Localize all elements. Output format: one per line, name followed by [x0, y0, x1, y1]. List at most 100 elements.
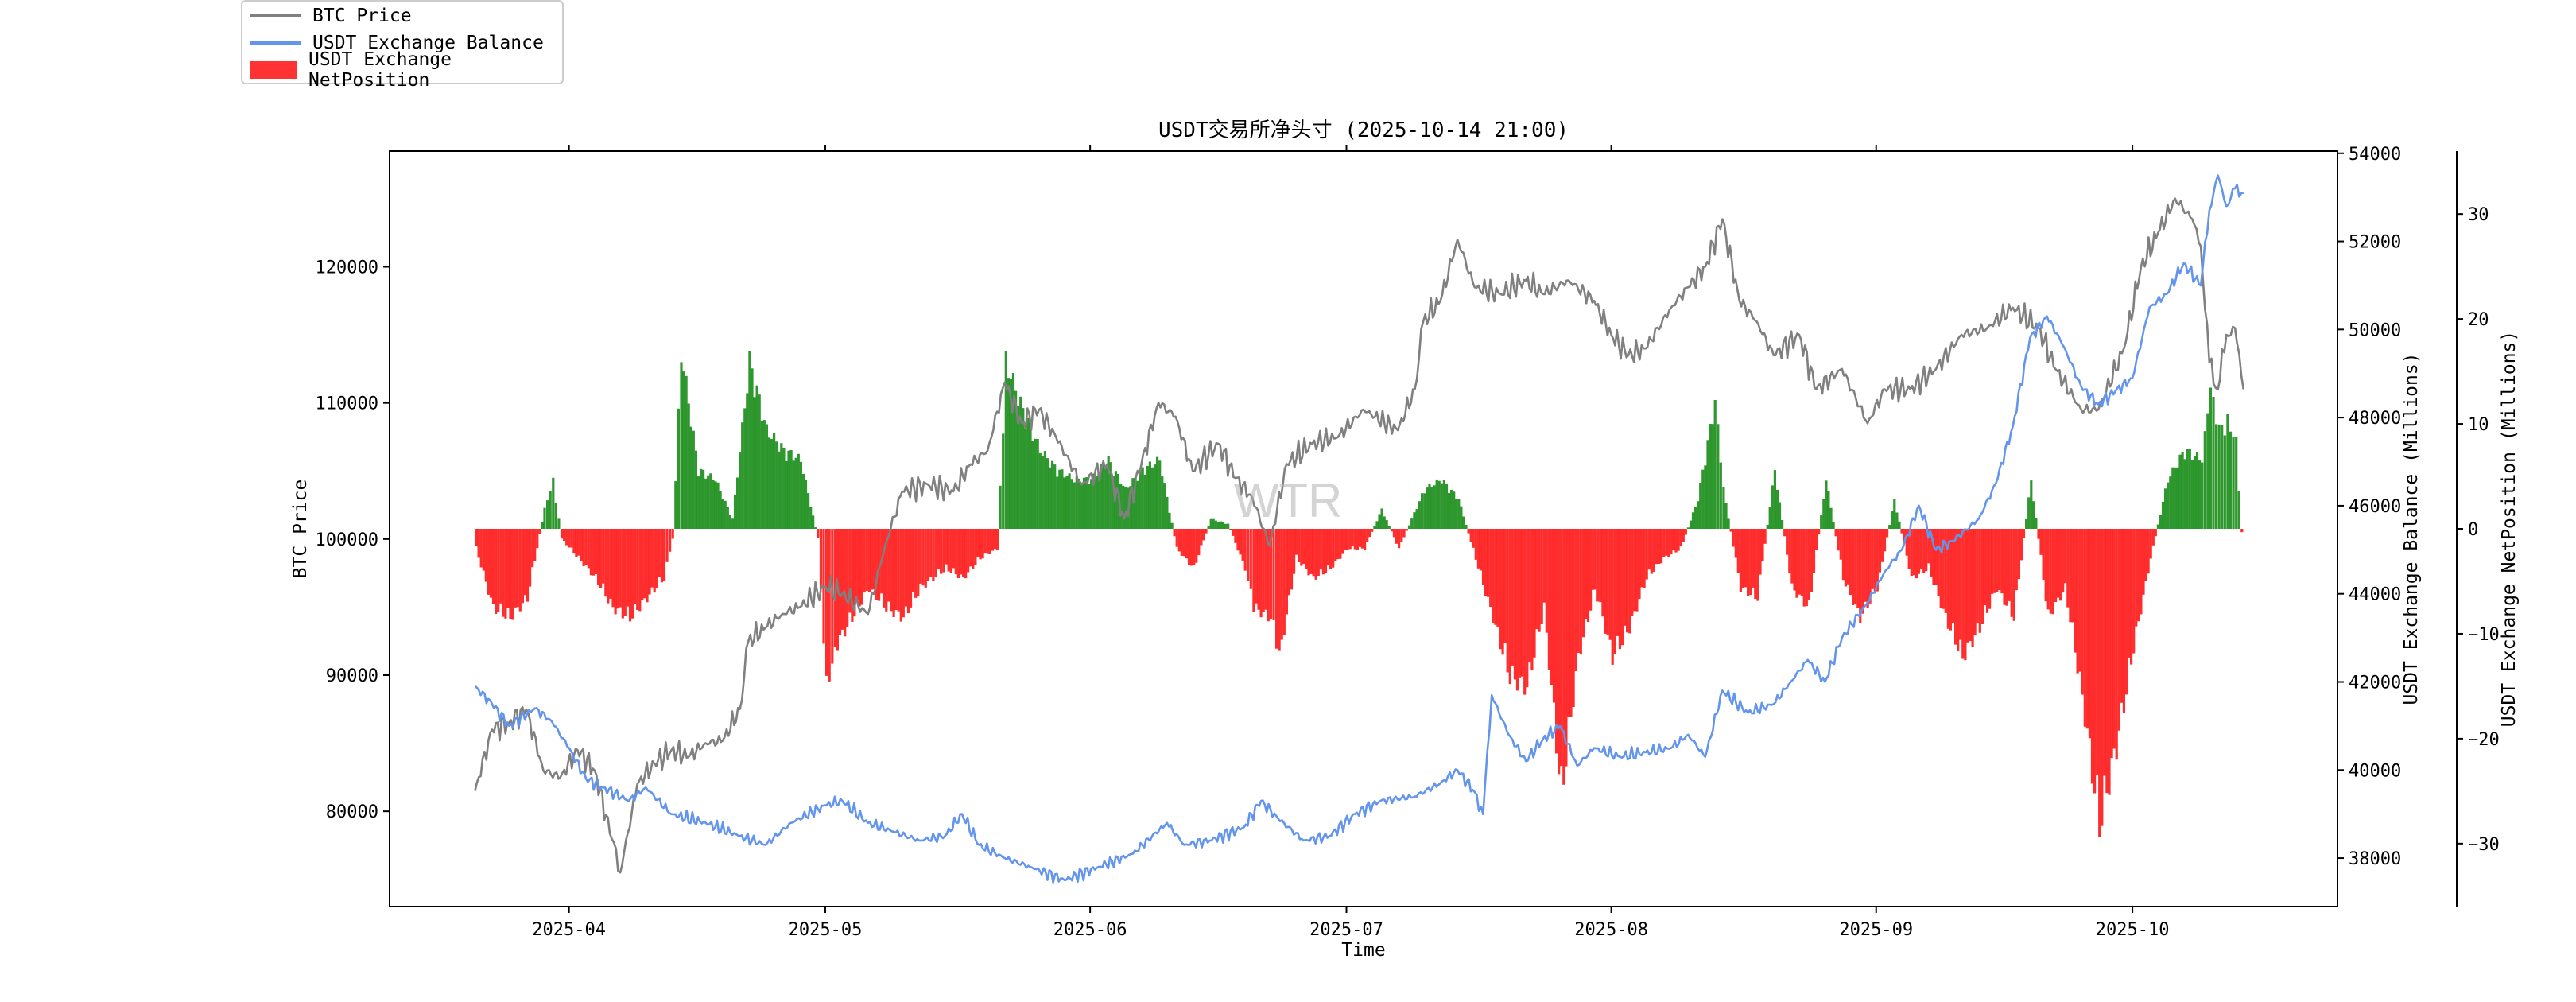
netposition-bar: [1088, 484, 1091, 529]
netposition-bar: [934, 529, 937, 577]
netposition-bar: [2232, 437, 2235, 529]
netposition-bar: [1511, 529, 1514, 666]
netposition-bar: [991, 529, 994, 551]
netposition-bar: [1353, 529, 1356, 550]
netposition-bar: [2030, 480, 2033, 529]
y-left-tick-label: 90000: [326, 666, 378, 686]
netposition-bar: [986, 529, 989, 554]
netposition-bar: [1807, 529, 1810, 600]
netposition-bar: [887, 529, 890, 602]
netposition-bar: [1768, 507, 1771, 529]
netposition-bar: [979, 529, 982, 560]
netposition-bar: [1506, 529, 1509, 673]
netposition-bar: [902, 529, 905, 618]
netposition-bar: [1689, 520, 1693, 529]
netposition-bar: [1314, 529, 1317, 580]
netposition-bar: [1841, 529, 1845, 581]
netposition-bar: [949, 529, 952, 573]
netposition-bar: [1402, 529, 1406, 538]
netposition-bar: [685, 375, 688, 529]
netposition-bar: [1946, 529, 1949, 629]
netposition-bar: [1474, 529, 1477, 560]
netposition-bar: [1709, 423, 1712, 529]
netposition-bar: [1324, 529, 1328, 573]
netposition-bar: [1302, 529, 1305, 565]
netposition-bar: [2144, 529, 2147, 581]
netposition-bar: [1620, 529, 1624, 646]
netposition-bar: [1638, 529, 1641, 600]
netposition-bar: [1267, 529, 1270, 622]
netposition-bar: [1124, 487, 1127, 529]
netposition-bar: [739, 452, 742, 529]
netposition-bar: [2064, 529, 2067, 584]
netposition-bar: [1691, 512, 1695, 529]
netposition-bar: [1336, 529, 1340, 560]
netposition-bar: [1329, 529, 1333, 569]
netposition-bar: [2022, 529, 2026, 538]
netposition-bar: [1837, 529, 1840, 551]
netposition-bar: [499, 529, 502, 604]
netposition-bar: [731, 518, 734, 529]
netposition-bar: [1719, 462, 1722, 529]
y-right1-tick-label: 44000: [2349, 585, 2401, 605]
netposition-bar: [1773, 470, 1776, 529]
netposition-bar: [785, 460, 788, 529]
netposition-bar: [1880, 529, 1884, 562]
netposition-bar: [487, 529, 490, 595]
netposition-bar: [1579, 529, 1582, 655]
netposition-bar: [914, 529, 918, 598]
netposition-bar: [475, 529, 478, 546]
netposition-bar: [1200, 529, 1203, 546]
netposition-bar: [870, 529, 873, 590]
netposition-bar: [1229, 529, 1232, 530]
netposition-bar: [2122, 529, 2125, 713]
netposition-bar: [1749, 529, 1752, 596]
netposition-bar: [2108, 529, 2111, 795]
netposition-bar: [819, 529, 823, 589]
netposition-bar: [2035, 518, 2038, 529]
x-tick-label: 2025-09: [1839, 920, 1913, 940]
netposition-bar: [1462, 516, 1465, 529]
netposition-bar: [1574, 529, 1577, 671]
netposition-bar: [1009, 379, 1012, 529]
netposition-bar: [799, 461, 802, 529]
netposition-bar: [751, 368, 754, 529]
netposition-bar: [917, 529, 920, 596]
netposition-bar: [1433, 485, 1436, 529]
netposition-bar: [1418, 501, 1421, 529]
netposition-bar: [1134, 477, 1137, 529]
x-tick-label: 2025-07: [1309, 920, 1383, 940]
netposition-bar: [680, 362, 683, 529]
netposition-bar: [1356, 529, 1359, 550]
netposition-bar: [1969, 529, 1972, 642]
netposition-bar: [1679, 529, 1682, 546]
netposition-bar: [1224, 523, 1228, 529]
netposition-bar: [755, 385, 758, 529]
netposition-bar: [2027, 497, 2031, 529]
netposition-bar: [1212, 518, 1215, 529]
netposition-bar: [1029, 422, 1032, 529]
netposition-bar: [1234, 529, 1237, 543]
y-right2-tick-label: 20: [2468, 310, 2489, 330]
netposition-bar: [643, 529, 646, 599]
netposition-bar: [518, 529, 522, 612]
netposition-bar: [1876, 529, 1879, 592]
netposition-bar: [2090, 529, 2094, 784]
netposition-bar: [1063, 477, 1066, 529]
netposition-bar: [707, 475, 710, 529]
netposition-bar: [1487, 529, 1490, 597]
netposition-bar: [1545, 529, 1548, 633]
netposition-bar: [2098, 529, 2101, 837]
netposition-bar: [2010, 529, 2013, 617]
netposition-bar: [1440, 483, 1443, 529]
netposition-bar: [2093, 529, 2097, 794]
netposition-bar: [1927, 529, 1930, 564]
netposition-bar: [1413, 512, 1416, 529]
netposition-bar: [2112, 529, 2116, 749]
netposition-bar: [1285, 529, 1288, 615]
netposition-bar: [638, 529, 642, 612]
netposition-bar: [1577, 529, 1580, 653]
netposition-bar: [1856, 529, 1860, 608]
netposition-bar: [2137, 529, 2140, 622]
netposition-bar: [1428, 484, 1431, 529]
